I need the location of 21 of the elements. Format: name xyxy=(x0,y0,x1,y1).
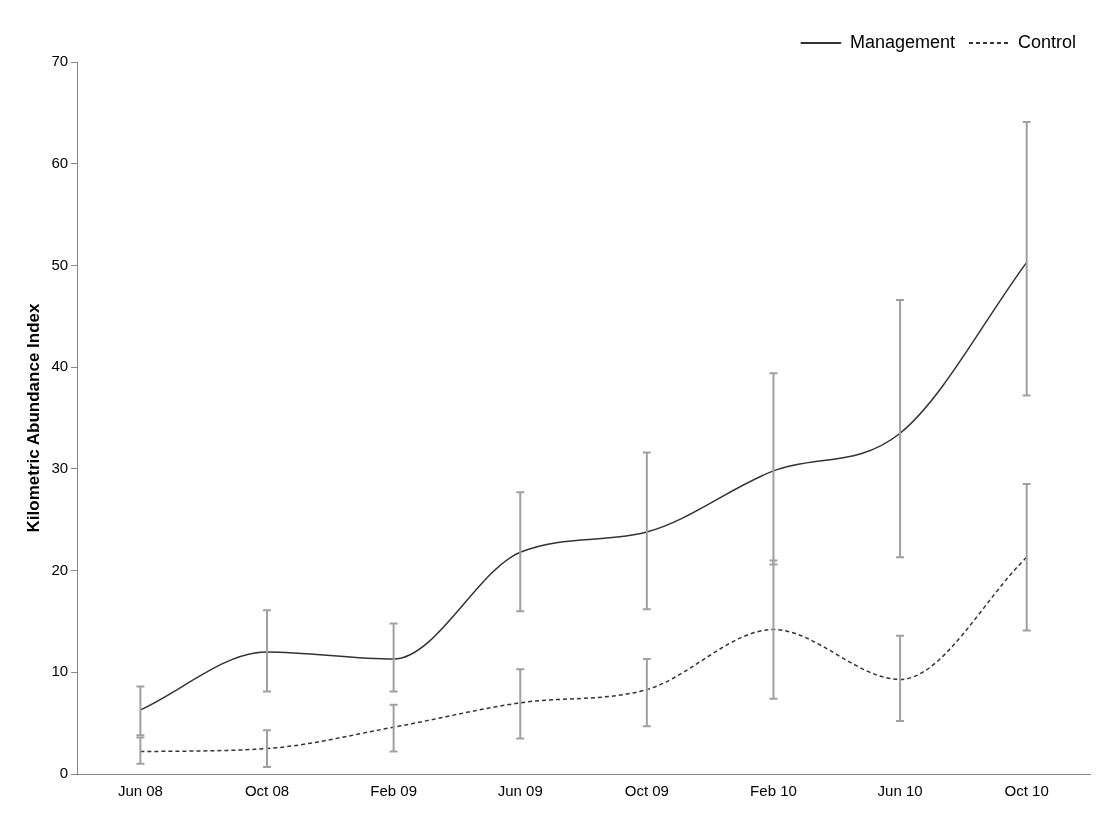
x-tick-label: Oct 08 xyxy=(244,782,290,800)
x-tick-label: Jun 08 xyxy=(117,782,163,800)
y-tick-label: 0 xyxy=(59,764,69,782)
line-series xyxy=(139,261,1028,711)
y-tick-label: 70 xyxy=(51,52,69,70)
x-tick-label: Feb 10 xyxy=(750,782,797,800)
x-tick-label: Jun 09 xyxy=(497,782,543,800)
legend-label: Control xyxy=(1017,31,1077,52)
x-tick-label: Oct 09 xyxy=(624,782,669,800)
y-tick-label: 20 xyxy=(51,560,69,578)
x-tick-label: Feb 09 xyxy=(370,782,417,800)
x-tick-label: Jun 10 xyxy=(877,782,923,800)
line-series xyxy=(139,556,1028,753)
x-tick-label: Oct 10 xyxy=(1004,782,1049,800)
y-axis-title: Kilometric Abundance Index xyxy=(23,303,43,533)
y-tick-label: 40 xyxy=(51,357,69,375)
y-tick-label: 10 xyxy=(51,662,69,680)
y-tick-label: 30 xyxy=(51,459,69,476)
y-tick-label: 50 xyxy=(51,255,69,273)
legend-label: Management xyxy=(849,31,955,52)
y-tick-label: 60 xyxy=(51,153,69,171)
